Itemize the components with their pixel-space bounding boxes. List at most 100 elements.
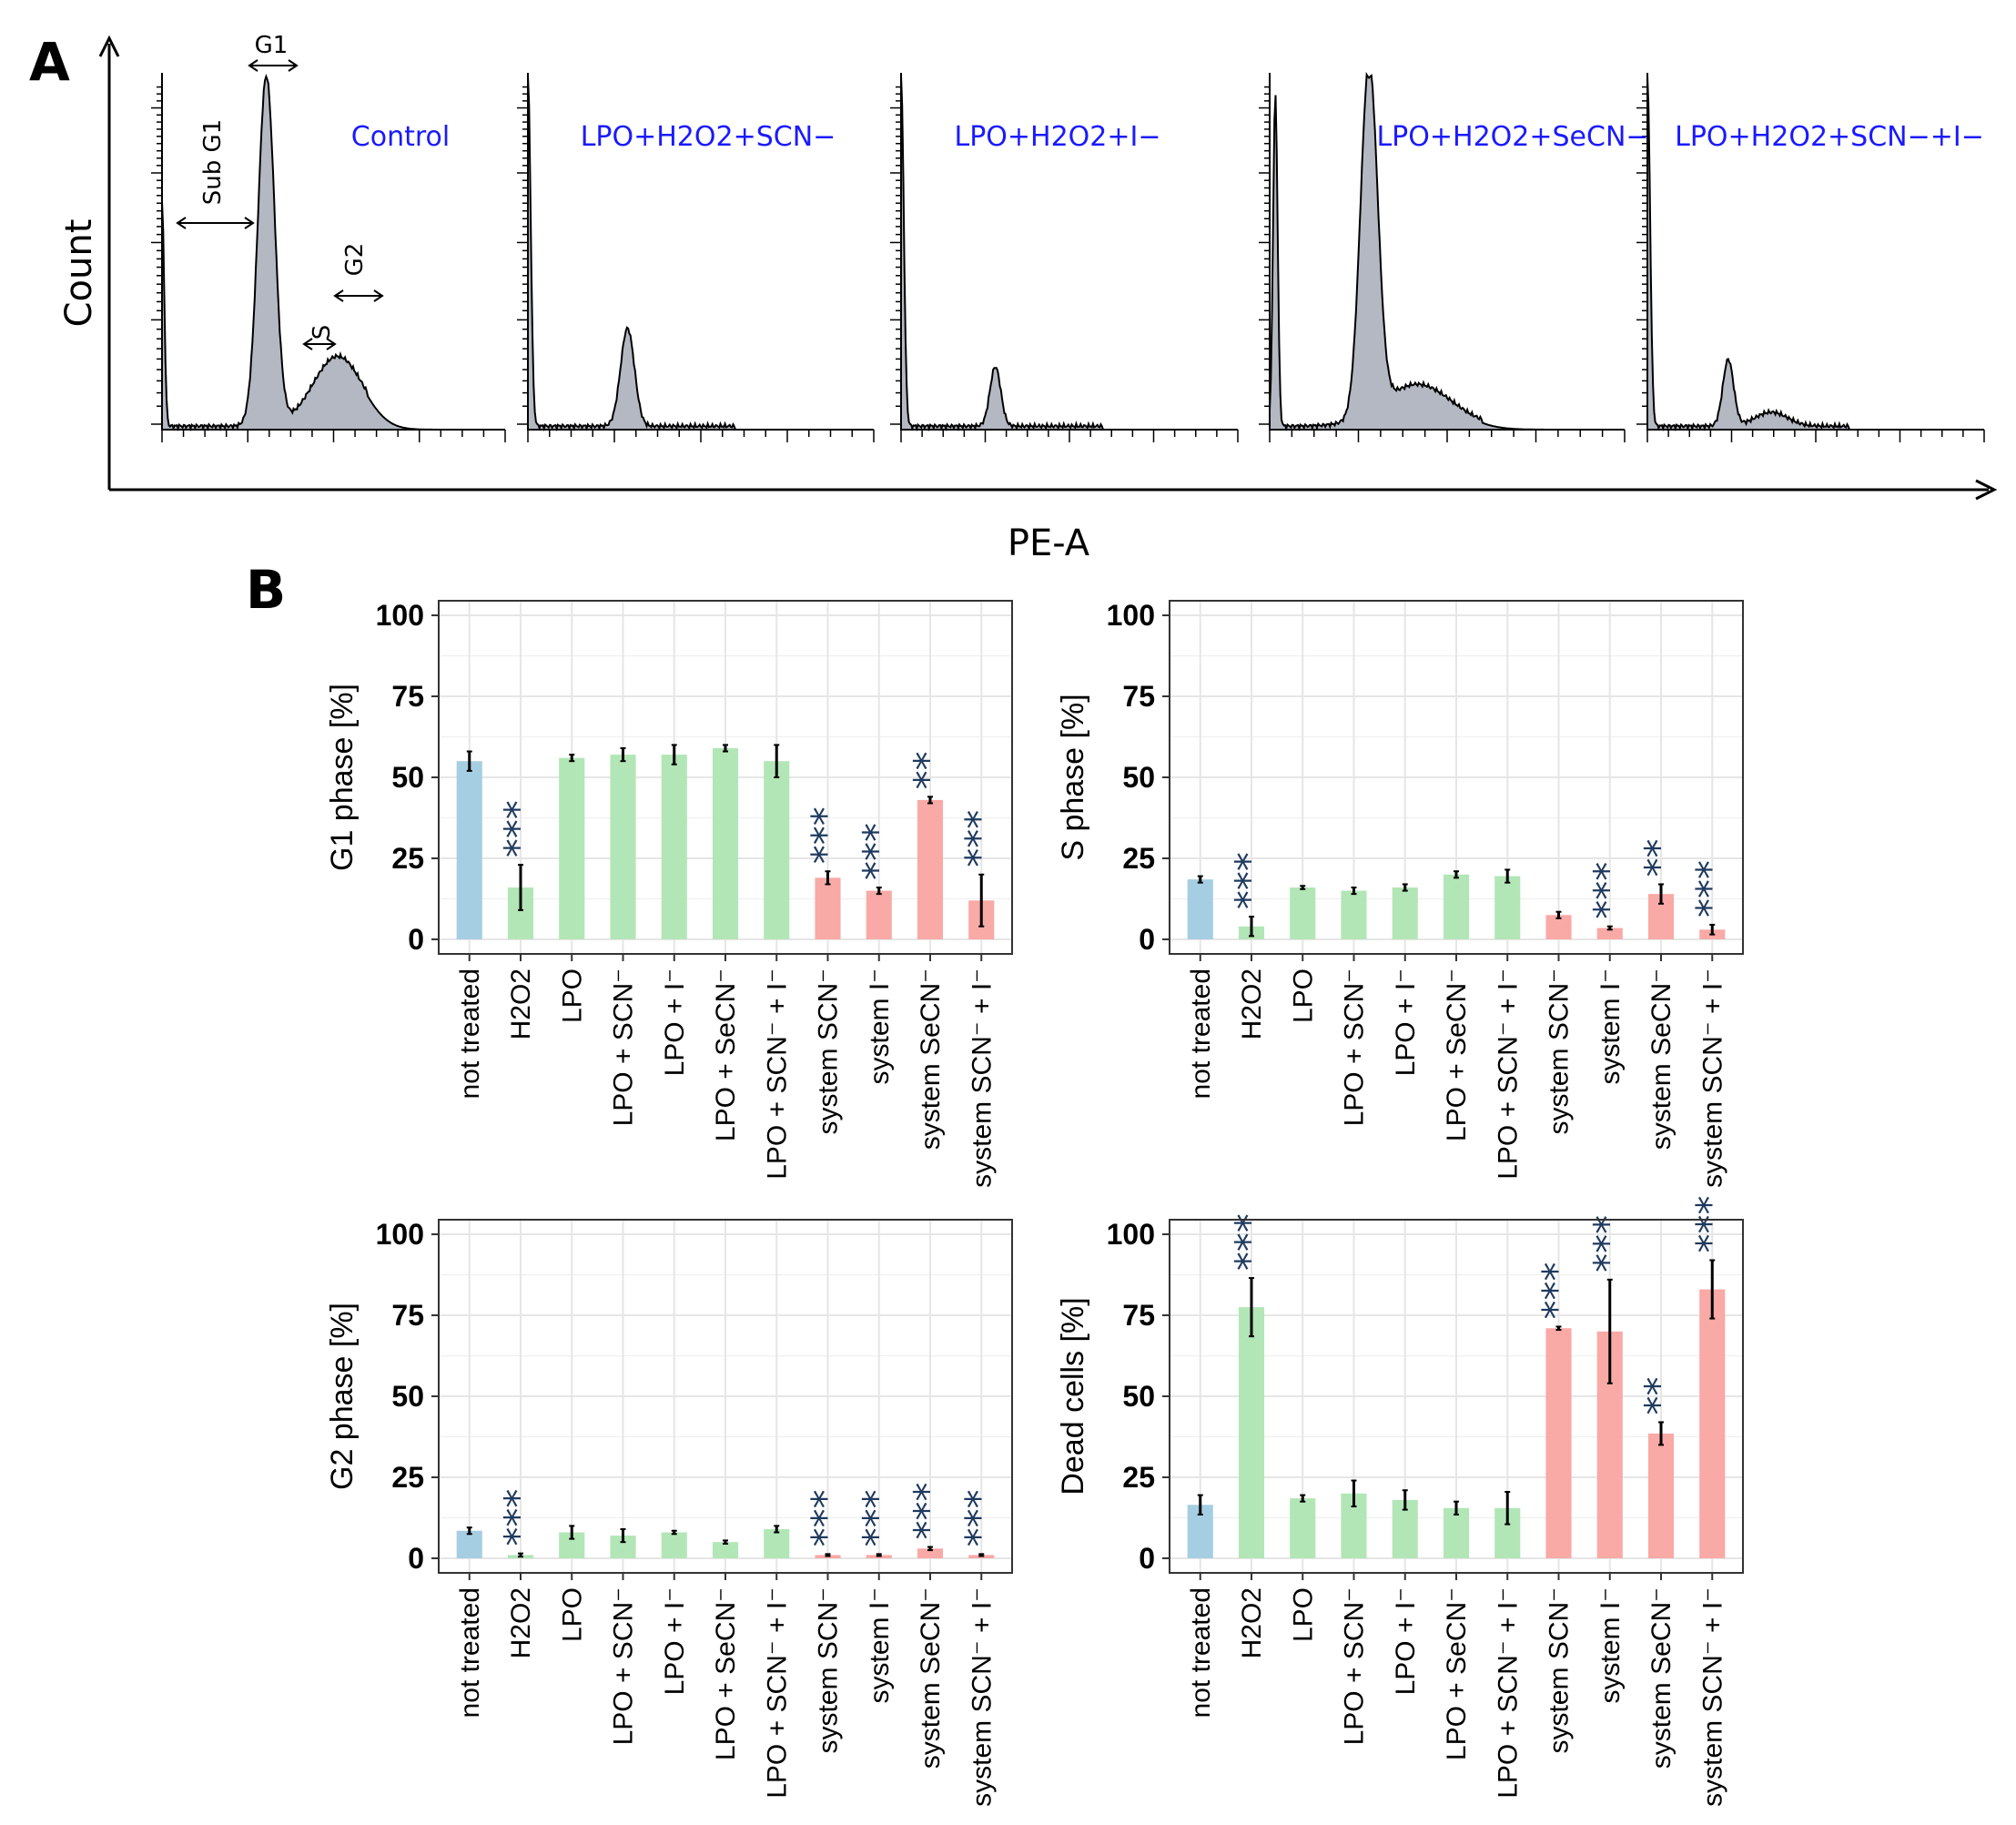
significance-marker: *** — [1535, 1262, 1579, 1319]
bar — [1494, 876, 1521, 939]
x-tick-label: not treated — [455, 968, 485, 1099]
x-tick-label: system SCN⁻ + I⁻ — [967, 968, 997, 1188]
y-axis-label: G2 phase [%] — [325, 1303, 360, 1490]
y-tick-label: 50 — [1122, 1380, 1155, 1413]
y-tick-label: 50 — [391, 1380, 424, 1413]
histogram-curve — [1269, 71, 1554, 431]
annotation-g2: G2 — [341, 243, 369, 277]
significance-marker: ** — [906, 751, 950, 789]
x-tick-label: system I⁻ — [1596, 968, 1626, 1085]
x-tick-label: system SeCN⁻ — [1646, 968, 1677, 1150]
hist-title-control: Control — [351, 121, 450, 153]
histogram-group — [151, 71, 1985, 442]
bar — [1443, 874, 1470, 939]
bar — [815, 877, 841, 939]
hist-title-secn: LPO+H2O2+SeCN− — [1376, 121, 1648, 153]
x-tick-label: LPO + SeCN⁻ — [1442, 1587, 1472, 1760]
y-axis-label: G1 phase [%] — [325, 684, 360, 871]
x-tick-label: LPO + SCN⁻ + I⁻ — [762, 1587, 792, 1799]
x-tick-label: system SeCN⁻ — [916, 1587, 946, 1769]
histogram-curve — [161, 74, 437, 432]
x-tick-label: LPO — [557, 968, 587, 1023]
x-tick-label: H2O2 — [506, 968, 536, 1039]
y-tick-label: 0 — [408, 923, 424, 956]
x-tick-label: LPO + SCN⁻ — [609, 968, 639, 1126]
y-tick-label: 0 — [1139, 923, 1155, 956]
x-tick-label: LPO + SeCN⁻ — [711, 1587, 741, 1760]
x-tick-label: system SCN⁻ + I⁻ — [967, 1587, 997, 1807]
significance-marker: *** — [906, 1483, 950, 1540]
bar — [1699, 1289, 1726, 1558]
x-tick-label: system SCN⁻ + I⁻ — [1697, 1587, 1727, 1807]
y-tick-label: 100 — [1107, 1218, 1155, 1251]
x-tick-label: H2O2 — [1237, 968, 1267, 1039]
y-tick-label: 50 — [391, 761, 424, 794]
significance-marker: *** — [804, 1489, 848, 1546]
x-tick-label: H2O2 — [1237, 1587, 1267, 1658]
x-tick-label: LPO + SeCN⁻ — [1442, 968, 1472, 1141]
y-tick-label: 25 — [391, 842, 424, 875]
panel-a-xlabel: PE-A — [1008, 522, 1090, 564]
x-tick-label: LPO — [1288, 968, 1318, 1023]
bar — [610, 755, 636, 939]
histogram-titles: Control LPO+H2O2+SCN− LPO+H2O2+I− LPO+H2… — [351, 121, 1984, 153]
significance-marker: *** — [804, 806, 848, 864]
bar — [917, 799, 944, 939]
x-tick-label: system I⁻ — [1596, 1587, 1626, 1704]
y-tick-label: 75 — [1122, 1299, 1155, 1332]
significance-marker: *** — [496, 1489, 541, 1546]
x-tick-label: system I⁻ — [865, 968, 895, 1085]
y-tick-label: 50 — [1122, 761, 1155, 794]
x-tick-label: system SCN⁻ — [1545, 1587, 1575, 1754]
x-tick-label: LPO + I⁻ — [1391, 1587, 1421, 1695]
y-tick-label: 25 — [391, 1461, 424, 1494]
significance-marker: ** — [1636, 838, 1681, 877]
bar — [456, 761, 482, 939]
significance-marker: *** — [1585, 862, 1630, 919]
y-tick-label: 100 — [1107, 599, 1155, 632]
significance-marker: *** — [1585, 1215, 1630, 1272]
significance-marker: *** — [855, 823, 899, 880]
panel-a-axes — [98, 35, 1998, 501]
histogram-3 — [890, 73, 1239, 442]
y-tick-label: 75 — [391, 680, 424, 713]
panel-a-ylabel: Count — [58, 219, 100, 328]
significance-marker: *** — [1687, 1195, 1732, 1252]
y-tick-label: 0 — [1139, 1542, 1155, 1575]
bar — [764, 1528, 790, 1558]
x-tick-label: system SeCN⁻ — [916, 968, 946, 1150]
x-tick-label: system SeCN⁻ — [1646, 1587, 1677, 1769]
significance-marker: *** — [855, 1489, 899, 1546]
bar — [1238, 1307, 1265, 1558]
y-tick-label: 100 — [376, 1218, 424, 1251]
hist-title-i: LPO+H2O2+I− — [954, 121, 1160, 153]
y-tick-label: 25 — [1122, 1461, 1155, 1494]
x-tick-label: LPO + SCN⁻ — [1340, 968, 1370, 1126]
x-tick-label: LPO + SCN⁻ — [1340, 1587, 1370, 1745]
x-tick-label: LPO — [557, 1587, 587, 1642]
bar — [1545, 1328, 1572, 1558]
panel-a-label: A — [29, 31, 70, 93]
significance-marker: *** — [957, 1489, 1001, 1546]
significance-marker: *** — [957, 810, 1001, 867]
x-tick-label: system SCN⁻ — [814, 968, 844, 1135]
significance-marker: *** — [496, 800, 541, 857]
y-tick-label: 75 — [391, 1299, 424, 1332]
bar — [712, 747, 739, 939]
x-tick-label: system SCN⁻ — [1545, 968, 1575, 1135]
x-tick-label: LPO — [1288, 1587, 1318, 1642]
x-tick-label: LPO + I⁻ — [1391, 968, 1421, 1076]
histogram-4 — [1259, 71, 1626, 442]
x-tick-label: system I⁻ — [865, 1587, 895, 1704]
y-tick-label: 100 — [376, 599, 424, 632]
significance-marker: ** — [1636, 1376, 1681, 1414]
x-tick-label: H2O2 — [506, 1587, 536, 1658]
y-tick-label: 0 — [408, 1542, 424, 1575]
x-tick-label: LPO + I⁻ — [660, 1587, 690, 1695]
bar — [917, 1548, 944, 1558]
